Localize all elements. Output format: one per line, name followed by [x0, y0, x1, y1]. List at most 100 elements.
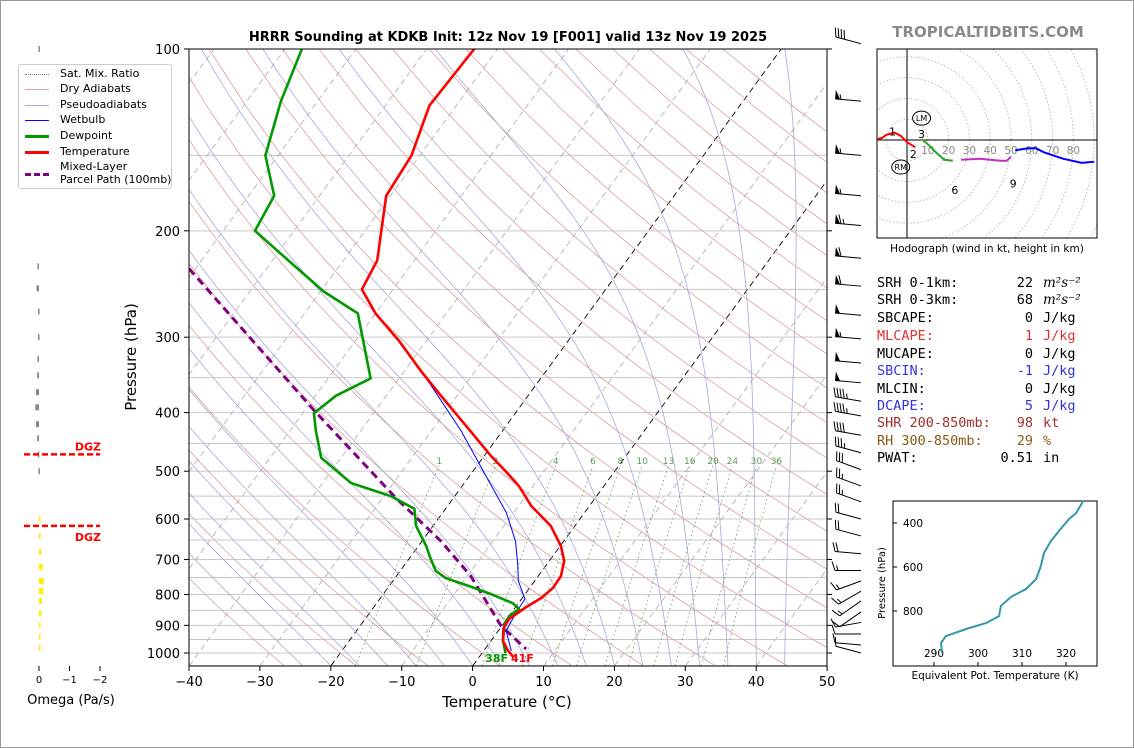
- wind-barb: [835, 144, 862, 156]
- wind-barb-staff: [835, 255, 862, 259]
- wind-barb-pennant: [835, 274, 841, 285]
- hodograph-frame: [876, 48, 1098, 239]
- hodograph-caption: Hodograph (wind in kt, height in km): [890, 243, 1084, 255]
- dry-adiabat-line: [465, 49, 827, 355]
- wind-barb: [830, 580, 862, 591]
- stat-value: 29: [1016, 433, 1033, 449]
- wind-barb-feather: [837, 437, 840, 447]
- wind-barb-feather: [835, 542, 839, 552]
- stat-row: SHR 200-850mb: 98 kt: [877, 415, 1097, 432]
- pseudoadiabat-line: [189, 388, 445, 666]
- dry-adiabat-line: [392, 49, 827, 424]
- wind-barb: [831, 624, 861, 635]
- y-tick-label: 400: [155, 407, 180, 422]
- wind-barb-pennant: [835, 246, 841, 257]
- wind-barb-half-feather: [836, 565, 839, 571]
- stat-row: DCAPE: 5 J/kg: [877, 398, 1097, 415]
- wind-barb: [831, 590, 862, 605]
- stat-value: -1: [1016, 363, 1033, 379]
- omega-bar: [39, 597, 43, 604]
- dry-adiabat-line: [189, 75, 827, 649]
- omega-tick-label: −1: [62, 675, 77, 686]
- stat-label: MLCAPE:: [877, 328, 934, 344]
- wind-barb-half-feather: [839, 148, 842, 154]
- storm-motion-label: LM: [916, 114, 927, 123]
- wind-barb-feather: [831, 561, 836, 571]
- pseudoadiabat-line: [189, 460, 388, 666]
- omega-bar: [37, 263, 39, 270]
- dry-adiabat-line: [502, 49, 827, 322]
- omega-panel: DGZ DGZ 0 −1 −2: [24, 46, 107, 686]
- mixing-ratio-label: 30: [751, 457, 763, 467]
- wind-barb: [834, 436, 862, 454]
- omega-bar: [37, 372, 39, 379]
- mixing-ratio-label: 8: [618, 457, 624, 467]
- theta-e-y-tick-label: 800: [903, 606, 923, 618]
- wind-barb-feather: [840, 438, 843, 448]
- watermark: TROPICALTIDBITS.COM: [892, 23, 1084, 41]
- omega-bar: [39, 644, 41, 651]
- wind-barb: [835, 351, 862, 364]
- wind-barb: [835, 214, 862, 227]
- legend: Sat. Mix. Ratio Dry Adiabats Pseudoadiab…: [18, 64, 172, 189]
- wind-barb-staff: [835, 380, 862, 384]
- wind-barb: [831, 611, 862, 628]
- wind-barb-staff: [835, 410, 862, 417]
- wind-barb-feather: [838, 247, 842, 257]
- wind-barb-feather: [834, 519, 837, 530]
- wind-barb-staff: [835, 642, 862, 646]
- wind-barb-staff: [835, 550, 862, 555]
- omega-bar: [38, 334, 40, 341]
- mixing-ratio-label: 4: [553, 457, 559, 467]
- stat-unit: %: [1043, 433, 1052, 449]
- wind-barb-pennant: [835, 184, 841, 194]
- dry-adiabat-line: [245, 49, 827, 570]
- theta-e-x-tick-label: 310: [1012, 648, 1032, 660]
- omega-bar: [35, 421, 39, 428]
- stat-row: MLCIN: 0 J/kg: [877, 381, 1097, 398]
- theta-e-y-label: Pressure (hPa): [877, 547, 888, 619]
- omega-bar: [39, 516, 41, 523]
- mixing-ratio-label: 24: [727, 457, 739, 467]
- stat-row: MUCAPE: 0 J/kg: [877, 346, 1097, 363]
- wind-barb-staff: [835, 193, 862, 197]
- dry-adiabat-line: [208, 49, 827, 609]
- wind-barb-pennant: [835, 371, 841, 381]
- y-tick-label: 200: [155, 225, 180, 240]
- stat-unit: J/kg: [1043, 310, 1076, 326]
- omega-bar: [39, 588, 44, 595]
- x-axis-label: Temperature (°C): [441, 693, 571, 711]
- wind-barb-half-feather: [839, 331, 842, 338]
- y-tick-label: 500: [155, 465, 180, 480]
- stat-label: RH 300-850mb:: [877, 433, 983, 449]
- stat-value: 5: [1024, 398, 1033, 414]
- wind-barb-staff: [836, 580, 862, 591]
- wind-barb-pennant: [835, 89, 841, 100]
- wind-barb-staff: [836, 460, 862, 471]
- skewt-axes: 38F 41F −40 −30 −20 −10 0 10 20 30 40 50 100 200 300 40…: [147, 43, 835, 690]
- wind-barb-staff: [835, 152, 862, 156]
- wind-barb-feather: [831, 620, 840, 628]
- stat-unit: kt: [1043, 415, 1060, 431]
- wind-barb: [835, 184, 862, 197]
- pseudoadiabat-line: [554, 49, 729, 666]
- stat-unit: J/kg: [1043, 363, 1076, 379]
- pseudoadiabat-line: [189, 492, 360, 666]
- theta-e-x-label: Equivalent Pot. Temperature (K): [911, 670, 1078, 682]
- wind-barb: [833, 421, 862, 436]
- isotherm-line: [330, 49, 782, 666]
- dgz-label: DGZ: [75, 531, 101, 544]
- skewt-frame: [188, 48, 828, 667]
- pseudoadiabat-line: [784, 49, 797, 666]
- x-tick-label: −40: [175, 675, 202, 690]
- stat-value: 0: [1024, 381, 1033, 397]
- wind-barb-feather: [842, 422, 845, 433]
- wind-barb-staff: [835, 511, 862, 520]
- wind-barb-feather: [831, 609, 840, 617]
- omega-bar: [37, 435, 39, 442]
- wind-barb-feather: [834, 436, 837, 447]
- wind-barb: [836, 451, 862, 471]
- hodograph-segment: [877, 131, 916, 149]
- stat-row: SRH 0-3km: 68 m²s⁻²: [877, 292, 1097, 309]
- stat-row: MLCAPE: 1 J/kg: [877, 328, 1097, 345]
